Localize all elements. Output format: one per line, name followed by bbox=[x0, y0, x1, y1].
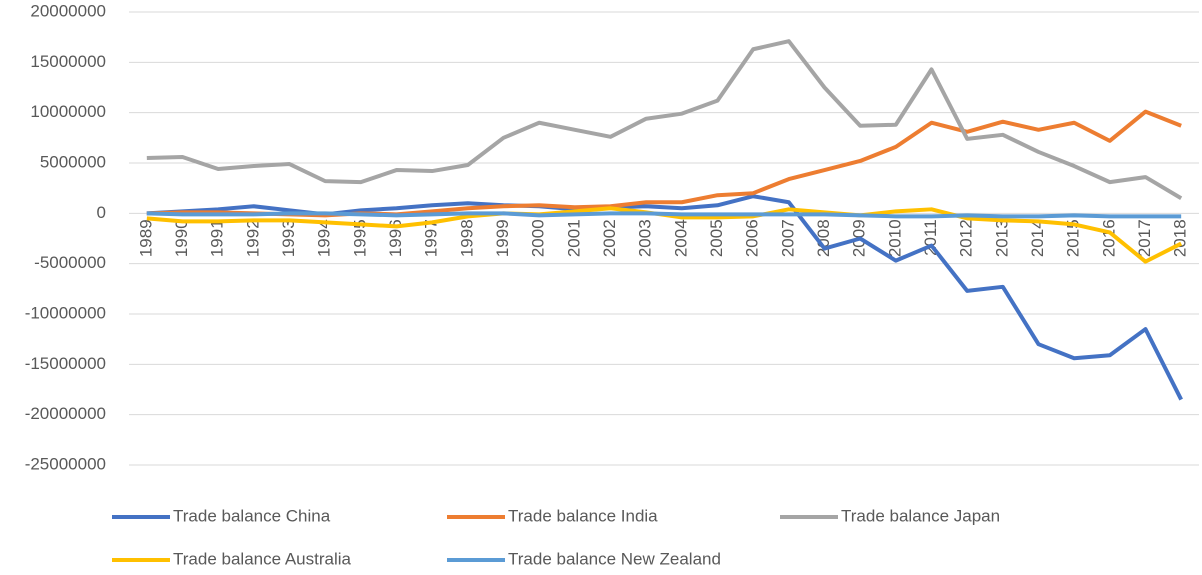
x-tick-label: 2012 bbox=[957, 219, 976, 257]
x-tick-label: 2010 bbox=[885, 219, 904, 257]
y-tick-label: -25000000 bbox=[25, 454, 106, 473]
x-tick-label: 2018 bbox=[1171, 219, 1190, 257]
y-tick-label: -10000000 bbox=[25, 303, 106, 322]
y-tick-label: -15000000 bbox=[25, 354, 106, 373]
x-tick-label: 2016 bbox=[1099, 219, 1118, 257]
y-tick-label: 15000000 bbox=[30, 52, 106, 71]
legend-label: Trade balance Japan bbox=[841, 506, 1000, 525]
x-tick-label: 2006 bbox=[743, 219, 762, 257]
y-tick-label: 5000000 bbox=[40, 152, 106, 171]
x-tick-label: 1998 bbox=[457, 219, 476, 257]
x-tick-label: 2004 bbox=[671, 219, 690, 257]
x-tick-label: 2003 bbox=[636, 219, 655, 257]
x-tick-label: 2002 bbox=[600, 219, 619, 257]
x-tick-label: 1997 bbox=[422, 219, 441, 257]
x-tick-label: 1989 bbox=[136, 219, 155, 257]
x-tick-label: 1995 bbox=[350, 219, 369, 257]
y-tick-label: 10000000 bbox=[30, 102, 106, 121]
x-tick-label: 2015 bbox=[1064, 219, 1083, 257]
x-tick-label: 2005 bbox=[707, 219, 726, 257]
series-line bbox=[146, 211, 1182, 219]
x-tick-label: 1996 bbox=[386, 219, 405, 257]
x-tick-label: 2007 bbox=[778, 219, 797, 257]
y-tick-label: -5000000 bbox=[34, 253, 106, 272]
legend-label: Trade balance China bbox=[173, 506, 331, 525]
x-tick-label: 2017 bbox=[1135, 219, 1154, 257]
x-tick-label: 2013 bbox=[992, 219, 1011, 257]
series-line bbox=[146, 194, 1183, 401]
x-tick-label: 1993 bbox=[279, 219, 298, 257]
x-tick-label: 1992 bbox=[243, 219, 262, 257]
x-tick-label: 1990 bbox=[172, 219, 191, 257]
y-tick-label: 0 bbox=[97, 203, 106, 222]
x-tick-label: 1999 bbox=[493, 219, 512, 257]
y-tick-label: -20000000 bbox=[25, 404, 106, 423]
y-tick-label: 20000000 bbox=[30, 1, 106, 20]
x-tick-label: 1991 bbox=[208, 219, 227, 257]
legend-label: Trade balance Australia bbox=[173, 549, 352, 568]
legend-label: Trade balance New Zealand bbox=[508, 549, 721, 568]
x-tick-label: 1994 bbox=[315, 219, 334, 257]
series-line bbox=[146, 39, 1183, 200]
x-tick-label: 2014 bbox=[1028, 219, 1047, 257]
x-tick-label: 2000 bbox=[529, 219, 548, 257]
series-line bbox=[146, 109, 1182, 218]
legend-label: Trade balance India bbox=[508, 506, 658, 525]
x-tick-label: 2001 bbox=[564, 219, 583, 257]
